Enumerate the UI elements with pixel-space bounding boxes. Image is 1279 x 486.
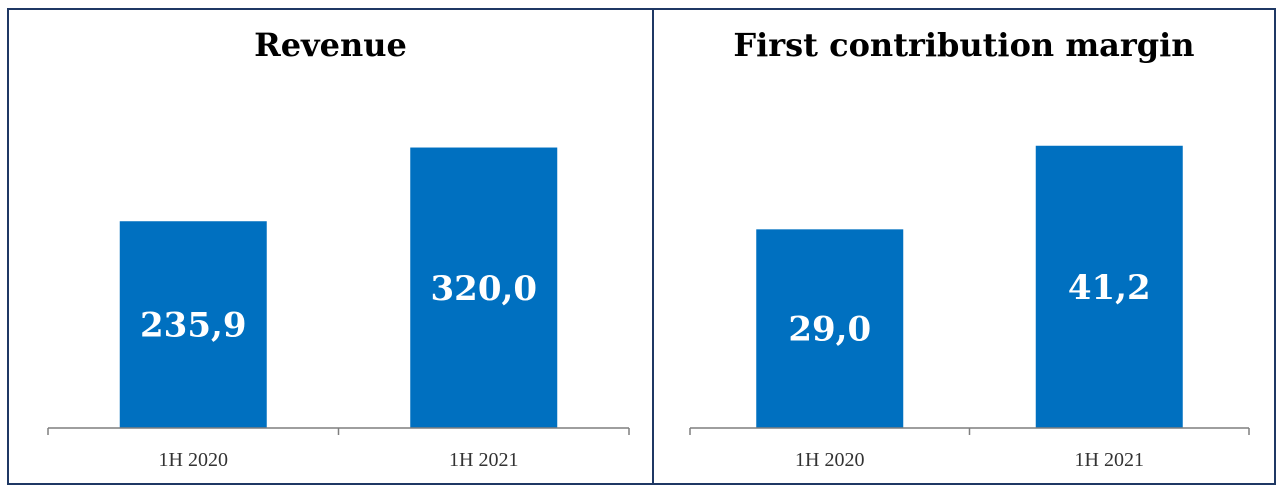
bar — [756, 229, 904, 428]
bar — [410, 147, 558, 428]
data-label: 320,0 — [431, 269, 537, 309]
x-tick-label: 1H 2021 — [1075, 449, 1144, 471]
data-label: 29,0 — [788, 310, 871, 350]
revenue-chart: 235,9 320,0 1H 2020 1H 2021 — [47, 147, 630, 471]
first-contribution-margin-chart: 29,0 41,2 1H 2020 1H 2021 — [689, 145, 1250, 471]
data-label: 235,9 — [140, 306, 246, 346]
x-tick-label: 1H 2021 — [449, 449, 518, 471]
x-tick-label: 1H 2020 — [159, 449, 228, 471]
bar — [119, 221, 267, 428]
chart-title: Revenue — [254, 26, 407, 64]
x-tick-label: 1H 2020 — [795, 449, 864, 471]
first-contribution-margin-panel: First contribution margin 29,0 41,2 1H 202… — [652, 8, 1276, 485]
revenue-panel: Revenue 235,9 320,0 1H 2020 1H 2021 — [7, 8, 654, 485]
data-label: 41,2 — [1068, 268, 1151, 308]
chart-title: First contribution margin — [733, 26, 1195, 64]
bar — [1035, 145, 1183, 428]
